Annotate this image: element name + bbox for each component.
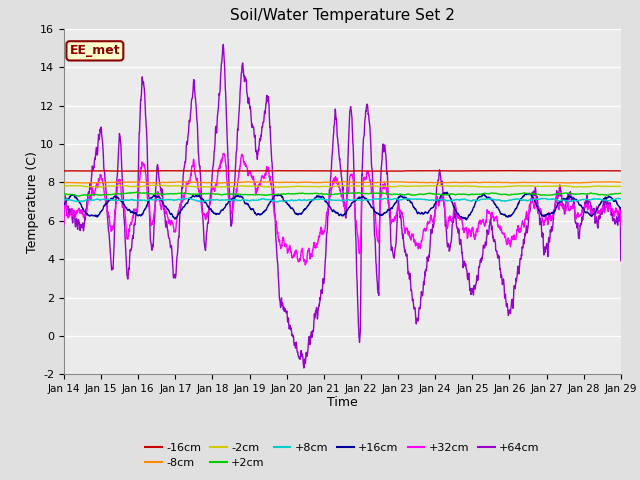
-8cm: [499, 180, 507, 185]
-2cm: [499, 184, 507, 190]
+16cm: [88, 213, 96, 218]
Line: -8cm: -8cm: [64, 182, 621, 183]
Line: +2cm: +2cm: [64, 192, 621, 196]
+8cm: [617, 196, 625, 202]
+2cm: [601, 192, 609, 198]
+16cm: [331, 208, 339, 214]
-2cm: [601, 183, 609, 189]
-8cm: [331, 180, 339, 185]
-8cm: [60, 180, 68, 185]
+8cm: [499, 198, 507, 204]
+32cm: [602, 206, 609, 212]
+64cm: [60, 252, 68, 258]
-2cm: [602, 183, 609, 189]
-16cm: [499, 168, 506, 174]
-8cm: [617, 180, 625, 185]
-8cm: [601, 179, 609, 185]
-16cm: [602, 168, 609, 174]
Title: Soil/Water Temperature Set 2: Soil/Water Temperature Set 2: [230, 9, 455, 24]
-16cm: [601, 168, 609, 174]
+8cm: [88, 197, 96, 203]
+32cm: [601, 208, 609, 214]
+64cm: [317, 294, 324, 300]
+2cm: [602, 192, 609, 198]
+16cm: [60, 202, 68, 207]
-2cm: [276, 184, 284, 190]
+2cm: [60, 191, 68, 197]
+32cm: [88, 185, 96, 191]
+8cm: [332, 197, 339, 203]
-2cm: [60, 183, 68, 189]
Line: -2cm: -2cm: [64, 185, 621, 187]
Line: +16cm: +16cm: [64, 192, 621, 220]
-16cm: [316, 168, 324, 174]
-16cm: [508, 168, 516, 174]
Text: EE_met: EE_met: [70, 44, 120, 57]
+16cm: [443, 189, 451, 195]
-2cm: [332, 183, 339, 189]
-2cm: [617, 183, 625, 189]
+32cm: [617, 224, 625, 229]
+64cm: [88, 163, 96, 169]
+8cm: [601, 197, 609, 203]
+16cm: [617, 206, 625, 212]
-8cm: [88, 180, 96, 186]
+32cm: [332, 174, 339, 180]
-8cm: [316, 180, 324, 185]
+2cm: [617, 191, 625, 196]
+8cm: [186, 195, 193, 201]
Line: +32cm: +32cm: [64, 154, 621, 265]
+64cm: [220, 42, 227, 48]
+64cm: [499, 277, 507, 283]
+64cm: [602, 198, 609, 204]
+2cm: [89, 192, 97, 198]
+16cm: [316, 193, 324, 199]
-16cm: [60, 168, 68, 174]
+8cm: [602, 197, 609, 203]
+16cm: [602, 195, 609, 201]
+32cm: [301, 262, 309, 268]
+8cm: [317, 196, 324, 202]
+32cm: [220, 151, 227, 156]
+8cm: [274, 199, 282, 205]
-8cm: [216, 180, 224, 186]
+64cm: [617, 258, 625, 264]
+16cm: [463, 217, 470, 223]
Y-axis label: Temperature (C): Temperature (C): [26, 151, 39, 252]
-2cm: [156, 182, 164, 188]
+64cm: [300, 365, 308, 371]
-16cm: [88, 168, 96, 174]
+32cm: [60, 221, 68, 227]
+64cm: [332, 106, 339, 112]
+8cm: [60, 196, 68, 202]
+16cm: [499, 211, 507, 217]
+2cm: [133, 189, 141, 195]
+2cm: [332, 191, 339, 197]
-16cm: [617, 168, 625, 174]
+16cm: [601, 195, 609, 201]
+2cm: [75, 193, 83, 199]
-16cm: [331, 168, 339, 174]
Line: +64cm: +64cm: [64, 45, 621, 368]
-8cm: [602, 179, 609, 185]
Legend: -16cm, -8cm, -2cm, +2cm, +8cm, +16cm, +32cm, +64cm: -16cm, -8cm, -2cm, +2cm, +8cm, +16cm, +3…: [141, 438, 544, 472]
+64cm: [601, 201, 609, 207]
+32cm: [499, 231, 507, 237]
-2cm: [317, 184, 324, 190]
X-axis label: Time: Time: [327, 396, 358, 408]
+2cm: [499, 192, 507, 197]
+2cm: [317, 191, 324, 197]
-8cm: [344, 179, 351, 185]
-2cm: [88, 184, 96, 190]
-16cm: [386, 168, 394, 174]
+32cm: [317, 227, 324, 232]
Line: +8cm: +8cm: [64, 198, 621, 202]
